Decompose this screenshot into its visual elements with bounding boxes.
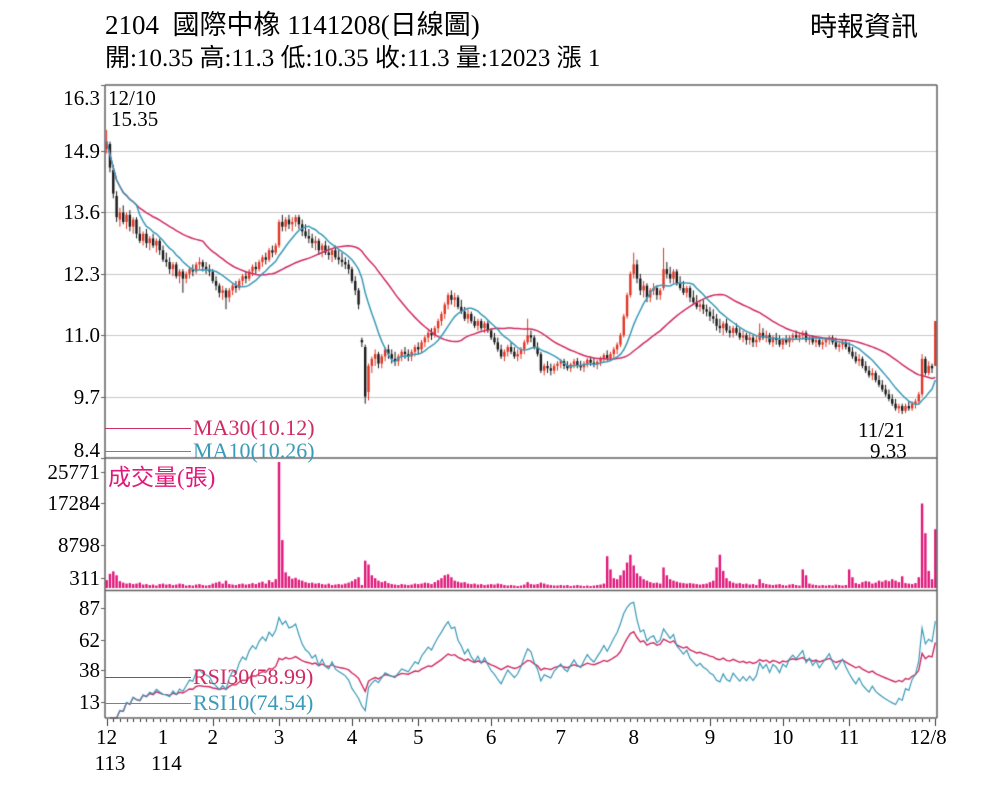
volume-axis-tick: 25771 [47,460,101,484]
rsi30-legend-label: RSI30(58.99) [193,664,314,689]
annotation-high-price: 15.35 [111,107,159,131]
annotation-high-date: 12/10 [108,86,156,110]
month-tick-label: 7 [555,725,567,749]
ma30-legend-label: MA30(10.12) [193,415,315,440]
month-tick-label: 1 [157,725,169,749]
ma10-line-swatch [105,450,191,452]
month-tick-label: 3 [273,725,285,749]
month-tick-label: 4 [346,725,358,749]
annotation-low-date: 11/21 [858,418,906,442]
month-tick-label: 12 [96,725,118,749]
rsi-axis-tick: 62 [79,627,100,652]
year-tick-label: 114 [151,751,182,775]
price-axis-tick: 8.4 [73,438,100,462]
price-axis-tick: 13.6 [63,200,100,225]
month-tick-label: 11 [839,725,860,749]
rsi30-line-swatch [105,676,191,678]
month-tick-label: 6 [485,725,497,749]
volume-panel-title: 成交量(張) [108,465,216,490]
month-tick-label: 12/8 [909,725,947,749]
month-tick-label: 8 [628,725,639,749]
volume-axis-tick: 8798 [58,532,100,557]
month-tick-label: 5 [412,725,424,749]
legend-ma30: MA30(10.12) [105,415,315,441]
year-tick-label: 113 [94,751,126,775]
annotation-low-price: 9.33 [870,439,907,463]
legend-ma10: MA10(10.26) [105,438,315,464]
rsi10-legend-label: RSI10(74.54) [193,690,314,715]
price-axis-tick: 16.3 [63,86,100,110]
month-tick-label: 9 [704,725,716,749]
page-title: 2104 國際中橡 1141208(日線圖) [105,10,480,40]
legend-rsi10: RSI10(74.54) [105,690,313,716]
rsi-axis-tick: 38 [79,658,100,683]
volume-axis-tick: 311 [69,566,100,590]
legend-rsi30: RSI30(58.99) [105,664,313,690]
volume-axis-tick: 17284 [47,491,101,516]
price-axis-tick: 12.3 [63,261,100,286]
price-axis-tick: 9.7 [73,384,100,409]
quote-info-line: 開:10.35 高:11.3 低:10.35 收:11.3 量:12023 漲 … [105,45,601,72]
rsi-axis-tick: 87 [79,596,100,621]
month-tick-label: 2 [207,725,218,749]
provider-label: 時報資訊 [810,12,918,42]
ma30-line-swatch [105,427,191,429]
month-tick-label: 10 [772,725,794,749]
rsi10-line-swatch [105,702,191,704]
price-axis-tick: 14.9 [63,139,100,164]
rsi-axis-tick: 13 [79,689,100,714]
ma10-legend-label: MA10(10.26) [193,438,315,463]
price-axis-tick: 11.0 [64,323,100,348]
